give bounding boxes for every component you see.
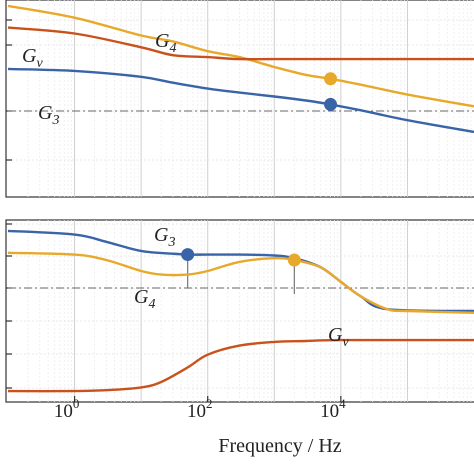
series-label-g4: G4 — [155, 30, 176, 56]
series-label-g4: G4 — [134, 286, 155, 312]
series-line-g4 — [7, 251, 474, 314]
series-label-g3: G3 — [154, 224, 175, 250]
marker-g3 — [181, 248, 195, 262]
x-tick-label: 104 — [320, 396, 346, 422]
marker-g4 — [324, 72, 338, 86]
series-line-gv — [7, 338, 474, 393]
x-tick-label: 102 — [187, 396, 213, 422]
marker-g3 — [324, 97, 338, 111]
series-label-g3: G3 — [38, 102, 59, 128]
series-line-g3 — [7, 229, 474, 313]
series-line-gv — [7, 26, 474, 61]
x-tick-labels: 100 102 104 — [54, 396, 346, 422]
bottom-panel: G3 G4 Gv — [5, 219, 474, 403]
plot-frame — [5, 219, 474, 403]
series-label-gv: Gv — [328, 324, 349, 350]
series-line-g4 — [7, 4, 474, 108]
top-panel: G4 Gv G3 — [5, 0, 474, 198]
series-label-gv: Gv — [22, 45, 43, 71]
x-axis-label: Frequency / Hz — [218, 435, 341, 457]
x-tick-label: 100 — [54, 396, 80, 422]
series-line-g3 — [7, 67, 474, 134]
plot-frame — [5, 0, 474, 198]
marker-g4 — [287, 253, 301, 267]
